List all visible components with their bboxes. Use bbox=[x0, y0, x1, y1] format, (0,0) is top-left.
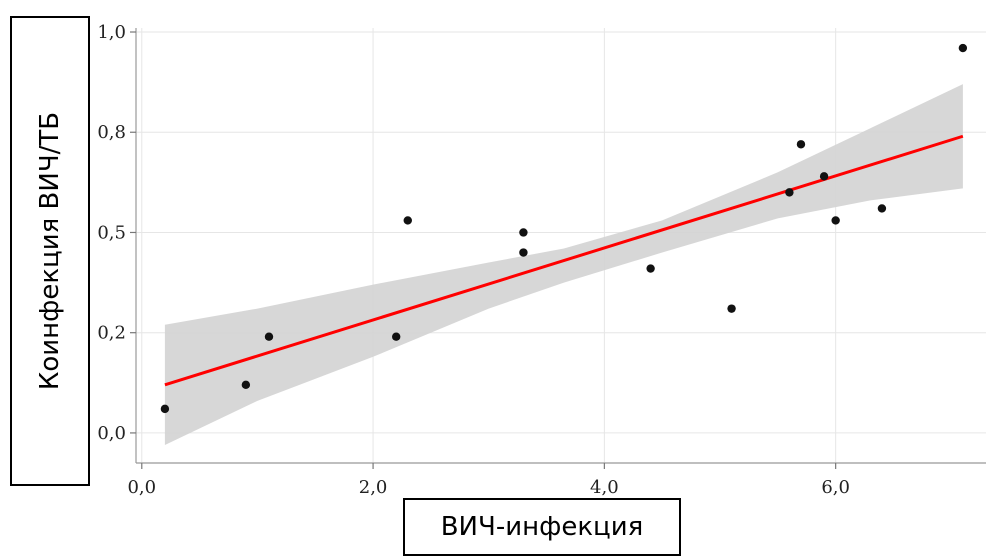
y-tick-label: 0,0 bbox=[97, 423, 126, 444]
data-point bbox=[519, 228, 528, 237]
x-tick-label: 2,0 bbox=[359, 477, 388, 498]
y-axis-label: Коинфекция ВИЧ/ТБ bbox=[35, 111, 65, 391]
confidence-band-layer bbox=[164, 84, 963, 445]
data-point bbox=[785, 188, 794, 197]
y-tick-label: 1,0 bbox=[97, 22, 126, 43]
x-tick-label: 0,0 bbox=[127, 477, 156, 498]
data-point bbox=[796, 140, 806, 149]
axes: 0,0 2,0 4,0 6,0 0,0 0,2 0,5 0,8 1,0 bbox=[97, 22, 986, 498]
y-tick-label: 0,8 bbox=[97, 122, 126, 143]
data-point bbox=[877, 204, 887, 213]
data-point bbox=[727, 304, 736, 313]
confidence-band bbox=[164, 84, 963, 445]
x-tick-label: 6,0 bbox=[821, 477, 850, 498]
data-point bbox=[241, 380, 251, 390]
y-axis-label-box: Коинфекция ВИЧ/ТБ bbox=[10, 16, 90, 486]
y-tick-label: 0,2 bbox=[97, 323, 126, 344]
data-point bbox=[819, 172, 829, 181]
data-point bbox=[519, 248, 528, 257]
data-point bbox=[646, 264, 655, 273]
y-tick-label: 0,5 bbox=[97, 222, 126, 243]
points-layer bbox=[160, 43, 968, 414]
x-tick-label: 4,0 bbox=[590, 477, 619, 498]
data-point bbox=[392, 332, 401, 341]
trend-line-layer bbox=[164, 134, 964, 387]
data-point bbox=[831, 216, 840, 225]
x-axis-label-box: ВИЧ-инфекция bbox=[403, 498, 681, 556]
data-point bbox=[160, 404, 170, 414]
x-axis-label: ВИЧ-инфекция bbox=[440, 512, 644, 542]
data-point bbox=[958, 43, 968, 53]
data-point bbox=[264, 332, 274, 341]
trend-line bbox=[164, 134, 964, 387]
data-point bbox=[403, 216, 412, 225]
